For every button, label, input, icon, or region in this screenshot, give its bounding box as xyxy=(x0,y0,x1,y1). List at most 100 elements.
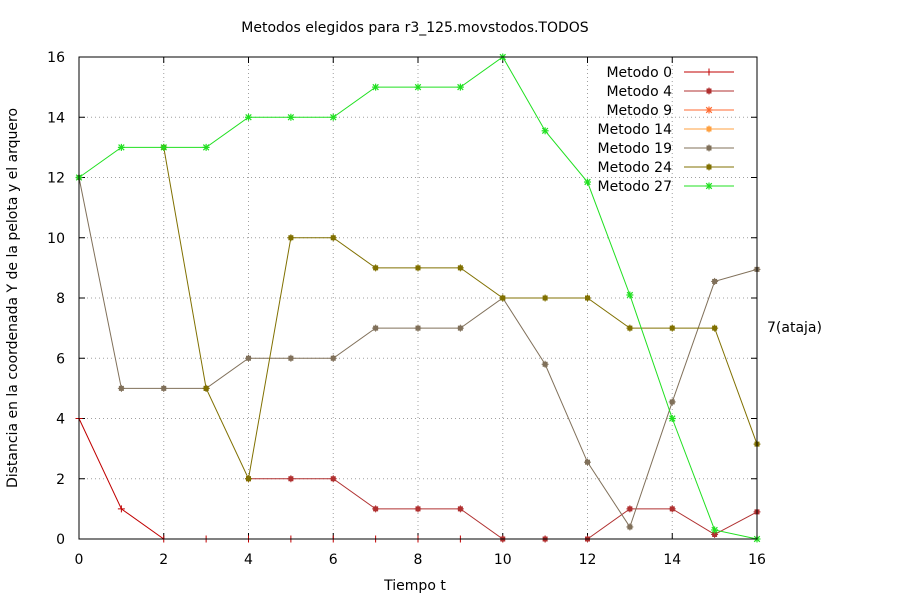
series-metodo-24 xyxy=(160,143,761,483)
legend-label: Metodo 27 xyxy=(598,179,672,195)
data-point-metodo-24 xyxy=(499,294,507,302)
data-point-metodo-4 xyxy=(372,505,380,513)
data-point-metodo-19 xyxy=(668,398,676,406)
data-point-metodo-4 xyxy=(626,505,634,513)
data-point-metodo-27 xyxy=(668,415,676,422)
data-point-metodo-27 xyxy=(414,83,422,91)
legend-label: Metodo 0 xyxy=(606,65,672,81)
y-tick-label: 6 xyxy=(56,351,65,367)
data-point-metodo-27 xyxy=(456,83,464,91)
legend-swatch-marker xyxy=(705,163,713,171)
legend-entry-metodo-14: Metodo 14 xyxy=(598,122,734,138)
data-point-metodo-24 xyxy=(584,294,591,302)
data-point-metodo-27 xyxy=(541,127,549,135)
y-tick-label: 12 xyxy=(47,171,65,187)
x-tick-label: 14 xyxy=(663,552,681,568)
data-point-metodo-4 xyxy=(668,505,676,513)
data-point-metodo-19 xyxy=(117,384,125,392)
legend-label: Metodo 14 xyxy=(598,122,673,138)
y-tick-label: 16 xyxy=(47,50,65,66)
legend-entry-metodo-19: Metodo 19 xyxy=(598,141,734,157)
series-line-metodo-24 xyxy=(163,147,758,481)
x-tick-label: 6 xyxy=(329,552,338,568)
data-point-metodo-4 xyxy=(329,475,337,483)
data-point-metodo-27 xyxy=(287,113,295,121)
x-tick-label: 2 xyxy=(159,552,168,568)
data-point-metodo-27 xyxy=(245,113,252,121)
data-point-metodo-4 xyxy=(456,505,464,513)
data-point-metodo-27 xyxy=(372,83,380,91)
x-tick-label: 16 xyxy=(748,552,766,568)
legend-swatch-marker xyxy=(705,182,713,190)
legend-swatch-marker xyxy=(705,125,713,133)
legend-entry-metodo-24: Metodo 24 xyxy=(598,160,734,176)
data-point-metodo-24 xyxy=(456,264,464,272)
y-axis-title: Distancia en la coordenada Y de la pelot… xyxy=(5,108,21,488)
legend-swatch-marker xyxy=(705,68,713,76)
axis-ticks: 0 2 4 6 8 10 12 14 16 0 2 4 6 8 10 12 14 16 xyxy=(47,50,766,568)
legend-label: Metodo 19 xyxy=(598,141,672,157)
x-tick-label: 10 xyxy=(494,552,512,568)
y-tick-label: 4 xyxy=(56,412,65,428)
data-point-metodo-4 xyxy=(287,475,295,483)
legend-entry-metodo-27: Metodo 27 xyxy=(598,179,734,195)
legend-entry-metodo-0: Metodo 0 xyxy=(606,65,734,81)
data-point-metodo-24 xyxy=(245,475,252,483)
series-layer xyxy=(75,53,761,543)
data-point-metodo-19 xyxy=(414,324,422,332)
data-point-metodo-19 xyxy=(245,354,252,362)
y-tick-label: 0 xyxy=(56,532,65,548)
data-point-metodo-24 xyxy=(329,234,337,242)
x-tick-label: 8 xyxy=(414,552,423,568)
data-point-metodo-27 xyxy=(117,143,125,151)
data-point-metodo-27 xyxy=(329,113,337,121)
legend-swatch-marker xyxy=(705,106,713,114)
legend-entry-metodo-9: Metodo 9 xyxy=(606,103,734,119)
data-point-metodo-24 xyxy=(287,234,295,242)
data-point-metodo-4 xyxy=(414,505,422,513)
y-tick-label: 2 xyxy=(56,472,65,488)
data-point-metodo-24 xyxy=(668,324,676,332)
data-point-metodo-24 xyxy=(202,384,210,392)
x-tick-label: 0 xyxy=(75,552,84,568)
annotation-ataja: 7(ataja) xyxy=(767,320,822,336)
chart-title: Metodos elegidos para r3_125.movstodos.T… xyxy=(241,20,589,36)
y-tick-label: 8 xyxy=(56,291,65,307)
x-tick-label: 4 xyxy=(244,552,253,568)
x-tick-label: 12 xyxy=(579,552,597,568)
data-point-metodo-19 xyxy=(626,523,634,531)
plot-frame xyxy=(78,56,758,540)
data-point-metodo-27 xyxy=(584,178,591,186)
data-point-metodo-19 xyxy=(584,458,591,466)
data-point-metodo-19 xyxy=(372,324,380,332)
data-point-metodo-27 xyxy=(202,143,210,151)
legend-label: Metodo 24 xyxy=(598,160,673,176)
data-point-metodo-19 xyxy=(541,360,549,368)
legend-label: Metodo 9 xyxy=(606,103,672,119)
data-point-metodo-19 xyxy=(456,324,464,332)
legend-swatch-marker xyxy=(705,144,713,152)
y-tick-label: 10 xyxy=(47,231,65,247)
data-point-metodo-24 xyxy=(711,324,719,332)
data-point-metodo-19 xyxy=(329,354,337,362)
x-axis-title: Tiempo t xyxy=(383,578,446,594)
data-point-metodo-0 xyxy=(117,505,125,513)
series-metodo-27 xyxy=(75,53,761,543)
data-point-metodo-19 xyxy=(711,277,719,285)
legend-label: Metodo 4 xyxy=(606,84,672,100)
data-point-metodo-24 xyxy=(626,324,634,332)
legend: Metodo 0 Metodo 4 Metodo 9 Metodo 14 Metodo … xyxy=(598,65,734,195)
data-point-metodo-27 xyxy=(160,143,168,151)
data-point-metodo-24 xyxy=(414,264,422,272)
data-point-metodo-27 xyxy=(626,291,634,299)
legend-swatch-marker xyxy=(705,87,713,95)
legend-entry-metodo-4: Metodo 4 xyxy=(606,84,734,100)
data-point-metodo-24 xyxy=(372,264,380,272)
y-tick-label: 14 xyxy=(47,110,65,126)
data-point-metodo-27 xyxy=(711,526,719,534)
data-point-metodo-24 xyxy=(541,294,549,302)
data-point-metodo-19 xyxy=(160,384,168,392)
data-point-metodo-19 xyxy=(287,354,295,362)
